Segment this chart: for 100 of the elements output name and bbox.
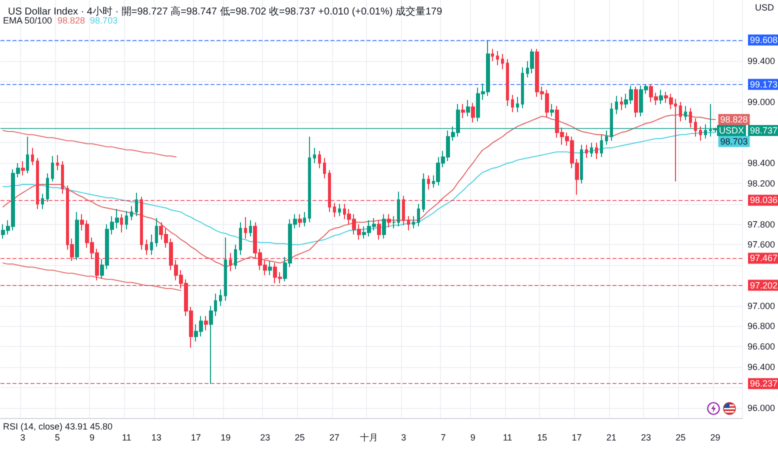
candlestick bbox=[382, 214, 386, 240]
candlestick bbox=[427, 174, 430, 190]
candlestick bbox=[422, 172, 425, 213]
ref-line-label: 99.608 bbox=[750, 34, 778, 45]
x-tick-label: 25 bbox=[676, 432, 686, 442]
candlestick bbox=[595, 142, 598, 160]
data-label: 98.703 bbox=[720, 136, 748, 146]
y-axis-title: USD bbox=[754, 2, 774, 12]
x-tick-label: 21 bbox=[606, 432, 616, 442]
x-tick-label: 17 bbox=[190, 432, 201, 442]
candlestick bbox=[521, 66, 524, 109]
candlestick bbox=[506, 58, 509, 107]
candlestick bbox=[338, 203, 341, 217]
candlestick bbox=[313, 147, 316, 164]
candlestick bbox=[234, 244, 237, 270]
ref-line-label: 98.036 bbox=[750, 195, 778, 206]
candlestick bbox=[407, 216, 410, 231]
candlestick bbox=[466, 99, 470, 117]
candlestick bbox=[620, 96, 623, 111]
y-tick-label: 96.000 bbox=[747, 402, 776, 413]
ref-line-label: 96.237 bbox=[750, 378, 778, 389]
candlestick bbox=[323, 158, 326, 179]
candlestick bbox=[417, 203, 420, 227]
candlestick bbox=[634, 86, 638, 118]
candlestick bbox=[61, 160, 64, 194]
ref-line-label: 97.202 bbox=[750, 280, 778, 290]
candlestick bbox=[75, 212, 79, 260]
line-series bbox=[2, 132, 716, 246]
candlestick bbox=[204, 316, 208, 331]
candlestick bbox=[125, 210, 128, 230]
candlestick bbox=[268, 260, 272, 276]
candlestick bbox=[699, 126, 702, 142]
x-tick-label: 29 bbox=[710, 432, 720, 442]
x-tick-label: 23 bbox=[260, 432, 270, 442]
candlestick bbox=[600, 134, 603, 158]
candlestick bbox=[580, 144, 583, 184]
candlestick bbox=[308, 136, 311, 223]
data-label: 98.828 bbox=[720, 114, 748, 124]
ref-line-label: 99.173 bbox=[750, 79, 778, 90]
candlestick bbox=[46, 172, 49, 202]
y-tick-label: 96.600 bbox=[747, 342, 776, 352]
candlestick bbox=[461, 103, 465, 119]
text: RSI (14, close) 43.91 45.80 bbox=[3, 422, 113, 432]
x-tick-label: 11 bbox=[122, 432, 132, 442]
ref-line-label: 97.467 bbox=[750, 253, 778, 264]
candlestick bbox=[659, 89, 663, 104]
x-tick-label: 7 bbox=[440, 432, 446, 442]
candlestick bbox=[530, 48, 534, 74]
candlestick bbox=[120, 214, 123, 233]
x-tick-label: 11 bbox=[502, 432, 512, 442]
x-tick-label: 13 bbox=[151, 432, 162, 442]
candlestick bbox=[585, 144, 588, 159]
candlestick bbox=[387, 214, 391, 228]
candlestick bbox=[679, 101, 682, 122]
text: 98.828 bbox=[58, 16, 86, 26]
candlestick bbox=[511, 94, 514, 113]
candlestick bbox=[694, 118, 697, 138]
candlestick bbox=[51, 155, 54, 182]
candlestick bbox=[298, 214, 302, 228]
candlestick bbox=[318, 150, 321, 169]
y-tick-label: 99.400 bbox=[747, 56, 776, 66]
line-series bbox=[2, 262, 182, 292]
y-tick-label: 97.000 bbox=[747, 300, 776, 311]
candlestick bbox=[56, 154, 59, 171]
candlestick bbox=[244, 216, 247, 240]
candlestick bbox=[491, 48, 494, 62]
candlestick bbox=[145, 239, 148, 256]
x-tick-label: 17 bbox=[572, 432, 582, 442]
ref-line-label: 98.737 bbox=[750, 125, 778, 136]
x-tick-label: 15 bbox=[537, 432, 548, 442]
candlestick bbox=[615, 95, 618, 115]
x-tick-label: 27 bbox=[329, 432, 340, 442]
candlestick bbox=[516, 96, 519, 113]
y-tick-label: 96.400 bbox=[747, 362, 776, 372]
line-series bbox=[2, 114, 716, 268]
candlestick bbox=[239, 222, 242, 256]
x-tick-label: 9 bbox=[470, 432, 476, 442]
x-tick-label: 23 bbox=[641, 432, 652, 442]
candlestick bbox=[150, 234, 153, 256]
x-tick-label: 3 bbox=[401, 432, 406, 442]
candlestick bbox=[501, 54, 504, 70]
y-tick-label: 99.000 bbox=[747, 96, 776, 107]
y-tick-label: 96.800 bbox=[747, 321, 776, 332]
y-tick-label: 98.200 bbox=[747, 178, 776, 189]
candlestick bbox=[135, 192, 138, 217]
candlestick bbox=[590, 142, 593, 158]
annotation: USDX bbox=[718, 125, 744, 136]
text: EMA 50/100 bbox=[3, 16, 52, 26]
text: US Dollar Index · 4小时 · 開=98.727 高=98.747 低=98.702 收=98.737 +0.010 (+0.01%) 成交量179 bbox=[8, 6, 443, 18]
x-tick-label: 5 bbox=[54, 432, 60, 442]
x-tick-label: 19 bbox=[220, 432, 231, 442]
y-tick-label: 98.400 bbox=[747, 158, 776, 168]
candlestick bbox=[496, 50, 499, 66]
candlestick bbox=[550, 103, 554, 117]
x-tick-label: 3 bbox=[20, 432, 26, 442]
candlestick bbox=[31, 147, 34, 166]
candlestick bbox=[412, 216, 415, 229]
line-series bbox=[2, 130, 177, 158]
candlestick bbox=[689, 108, 692, 128]
candlestick bbox=[249, 220, 252, 238]
